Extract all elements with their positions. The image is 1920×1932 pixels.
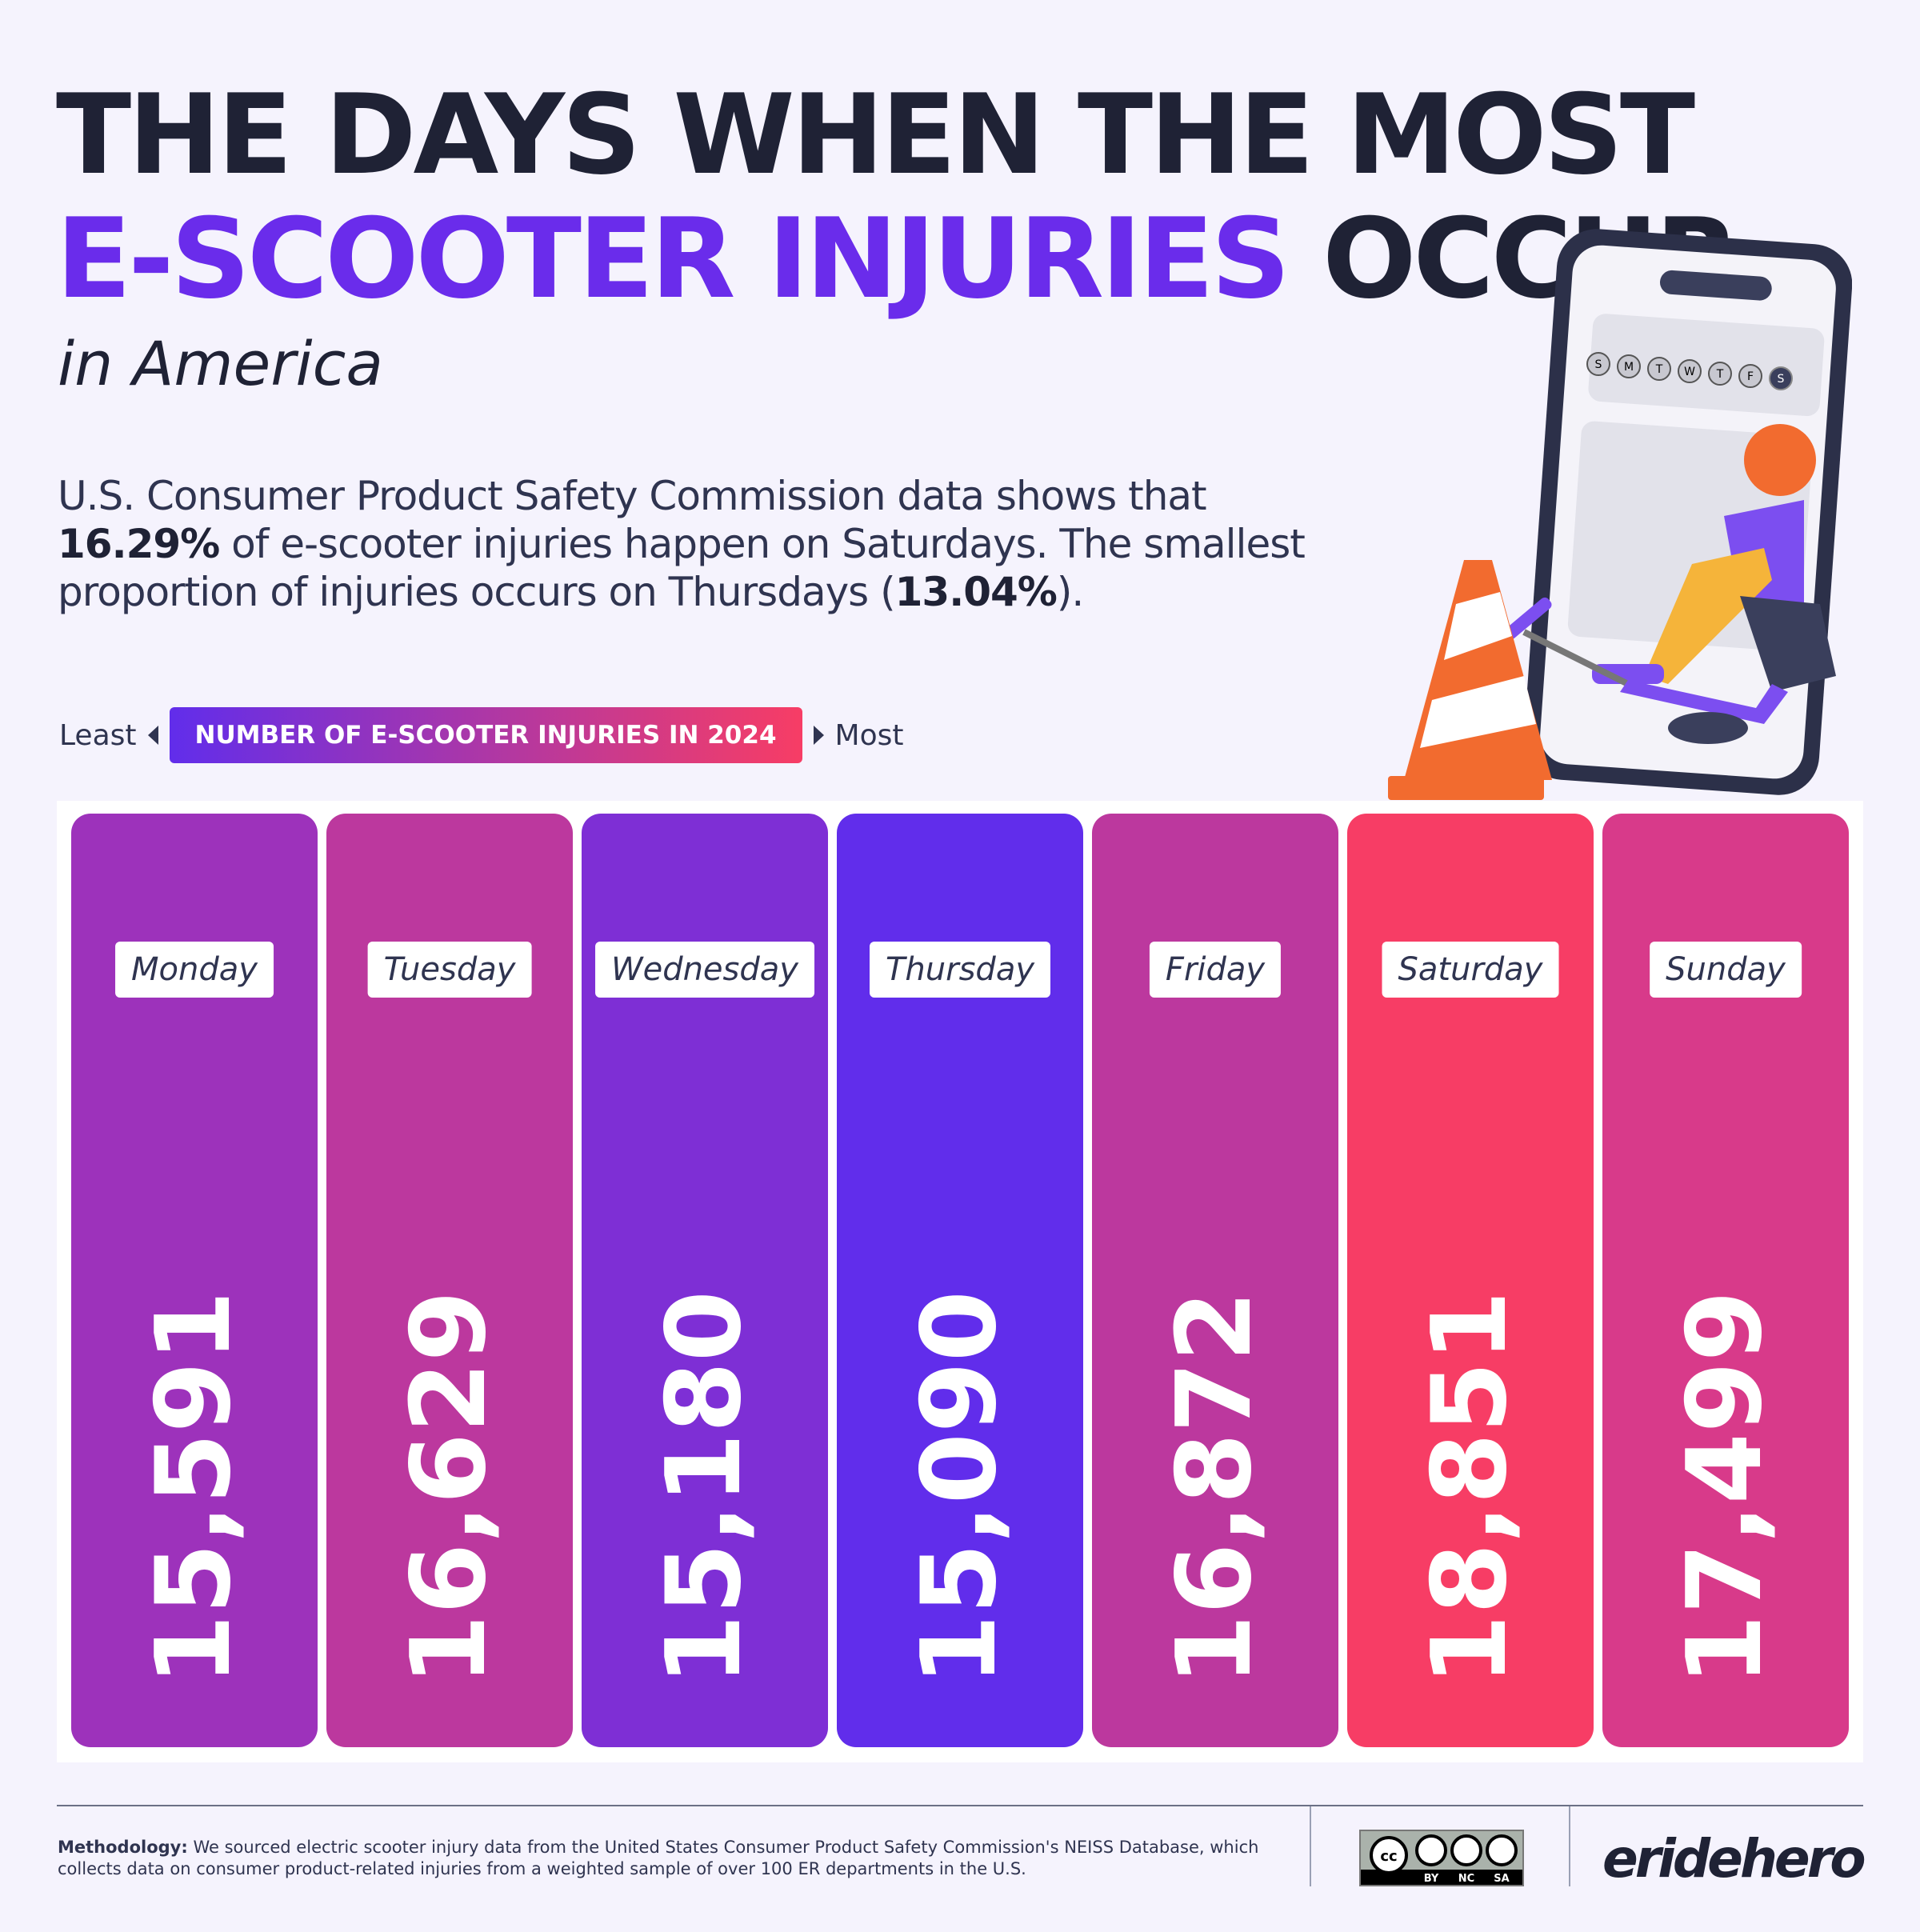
cc-by-nc-sa-icon: cc BY NC SA (1361, 1831, 1522, 1885)
arrow-right-icon (813, 726, 824, 745)
day-label: Sunday (1650, 942, 1802, 998)
value-label: 16,872 (1155, 1290, 1274, 1686)
legend-gradient-label: NUMBER OF E-SCOOTER INJURIES IN 2024 (169, 707, 802, 763)
day-label: Wednesday (595, 942, 814, 998)
bar-thursday: Thursday 15,090 (837, 814, 1083, 1747)
svg-text:T: T (1655, 363, 1663, 376)
footer-vertical-divider (1569, 1806, 1570, 1886)
svg-text:T: T (1716, 368, 1724, 381)
arrow-left-icon (147, 726, 158, 745)
value-label: 16,629 (390, 1290, 509, 1686)
day-label: Friday (1149, 942, 1282, 998)
day-label: Saturday (1382, 942, 1559, 998)
rider-icon (1592, 424, 1836, 692)
value-label: 18,851 (1410, 1290, 1530, 1686)
cc-license-badge[interactable]: cc BY NC SA (1359, 1830, 1524, 1886)
scooter-icon (1504, 597, 1788, 744)
svg-text:M: M (1624, 361, 1634, 374)
legend-most: Most (834, 718, 904, 752)
value-label: 15,180 (645, 1290, 764, 1686)
day-label: Tuesday (367, 942, 532, 998)
legend-least: Least (59, 718, 137, 752)
eridehero-logo[interactable]: eridehero (1602, 1828, 1866, 1890)
footer-vertical-divider (1310, 1806, 1311, 1886)
legend: Least NUMBER OF E-SCOOTER INJURIES IN 20… (59, 707, 904, 763)
svg-text:SA: SA (1494, 1873, 1509, 1885)
bar-monday: Monday 15,591 (71, 814, 318, 1747)
value-label: 17,499 (1666, 1290, 1785, 1686)
title-line-1: THE DAYS WHEN THE MOST (56, 70, 1695, 199)
bar-friday: Friday 16,872 (1092, 814, 1338, 1747)
svg-text:F: F (1747, 370, 1754, 383)
value-label: 15,591 (134, 1290, 254, 1686)
value-label: 15,090 (900, 1290, 1019, 1686)
traffic-cone-icon (1388, 560, 1552, 800)
day-label: Monday (115, 942, 274, 998)
scooter-accident-illustration: S M T W T F S (1388, 229, 1852, 800)
bar-sunday: Sunday 17,499 (1602, 814, 1849, 1747)
title-highlight: E-SCOOTER INJURIES (56, 194, 1290, 323)
svg-text:NC: NC (1458, 1873, 1474, 1885)
bar-wednesday: Wednesday 15,180 (582, 814, 828, 1747)
weekday-circles: S M T W T F S (1586, 352, 1793, 390)
footer-divider (57, 1805, 1863, 1806)
svg-text:S: S (1778, 373, 1785, 386)
methodology-text: Methodology: We sourced electric scooter… (58, 1838, 1259, 1878)
bar-saturday: Saturday 18,851 (1347, 814, 1594, 1747)
bar-tuesday: Tuesday 16,629 (326, 814, 573, 1747)
svg-text:W: W (1684, 366, 1695, 378)
svg-text:BY: BY (1424, 1873, 1439, 1885)
subtitle: in America (58, 328, 383, 399)
day-label: Thursday (870, 942, 1050, 998)
svg-text:S: S (1595, 358, 1602, 371)
svg-text:cc: cc (1380, 1848, 1397, 1865)
intro-paragraph: U.S. Consumer Product Safety Commission … (58, 473, 1306, 615)
